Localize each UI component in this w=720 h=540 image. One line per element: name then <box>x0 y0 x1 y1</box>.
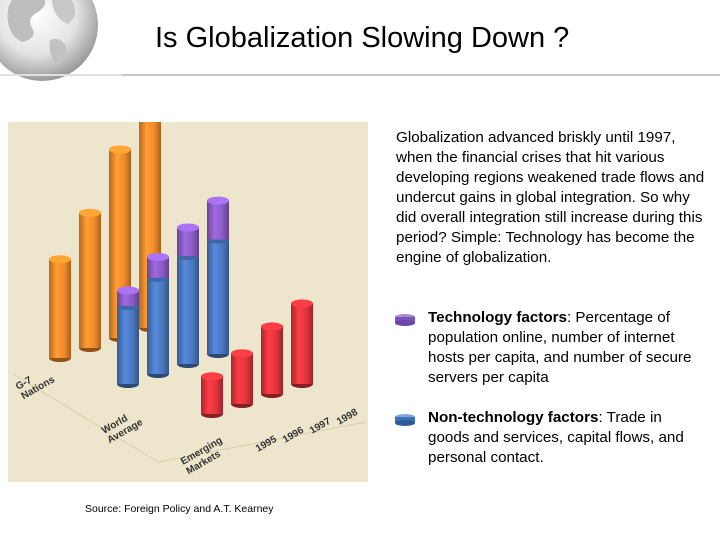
bar-world-1995 <box>117 286 139 388</box>
bar-emerging-1998 <box>291 299 313 388</box>
bar-world-1997 <box>177 223 199 368</box>
chart-panel: G-7Nations WorldAverage EmergingMarkets 199… <box>8 122 368 482</box>
legend-non-technology-text: : Trade in goods and services, capital f… <box>428 409 684 466</box>
legend-technology-text: : Percentage of population online, numbe… <box>428 309 692 386</box>
source-note: Source: Foreign Policy and A.T. Kearney <box>85 503 274 515</box>
year-label-1995: 1995 <box>254 434 279 455</box>
title-divider-left <box>0 74 122 76</box>
floor-edge-left <box>12 373 159 463</box>
bar-g7-1996 <box>79 208 101 352</box>
globalization-bar-chart: G-7NationsWorldAverageEmergingMarkets199… <box>12 122 367 477</box>
globe-logo <box>0 0 98 81</box>
legend-non-technology: Non-technology factors: Trade in goods a… <box>395 408 700 468</box>
non-technology-swatch-icon <box>395 412 415 426</box>
description-text: Globalization advanced briskly until 199… <box>396 129 705 266</box>
bar-emerging-1997 <box>261 322 283 398</box>
bar-world-1996 <box>147 253 169 378</box>
bar-emerging-1996 <box>231 349 253 408</box>
group-label-emerging: EmergingMarkets <box>179 435 230 477</box>
year-label-1996: 1996 <box>281 425 306 446</box>
legend-non-technology-label: Non-technology factors <box>428 409 599 426</box>
bar-g7-1995 <box>49 255 71 362</box>
bar-emerging-1995 <box>201 372 223 418</box>
year-label-1997: 1997 <box>308 416 333 437</box>
technology-swatch-icon <box>395 312 415 326</box>
bar-world-1998 <box>207 196 229 358</box>
title-divider <box>122 74 720 76</box>
floor-edge-right <box>157 421 367 463</box>
legend-technology: Technology factors: Percentage of popula… <box>395 308 700 388</box>
year-label-1998: 1998 <box>335 407 360 428</box>
legend-technology-label: Technology factors <box>428 309 567 326</box>
slide-title: Is Globalization Slowing Down ? <box>155 22 570 54</box>
